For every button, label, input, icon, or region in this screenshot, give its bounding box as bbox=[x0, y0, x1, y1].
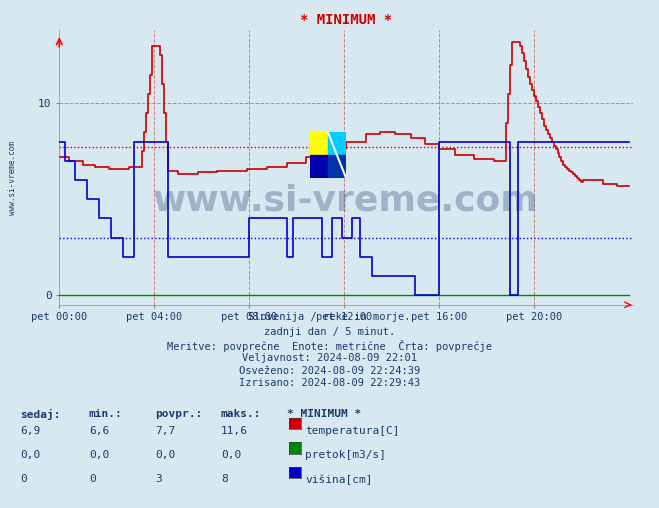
Text: 8: 8 bbox=[221, 474, 227, 485]
Text: 3: 3 bbox=[155, 474, 161, 485]
Text: 6,9: 6,9 bbox=[20, 426, 40, 436]
Text: 0: 0 bbox=[20, 474, 26, 485]
Bar bbox=[310, 155, 328, 178]
Text: * MINIMUM *: * MINIMUM * bbox=[287, 409, 361, 419]
Text: temperatura[C]: temperatura[C] bbox=[305, 426, 399, 436]
Text: 0: 0 bbox=[89, 474, 96, 485]
Title: * MINIMUM *: * MINIMUM * bbox=[300, 13, 392, 26]
Text: maks.:: maks.: bbox=[221, 409, 261, 419]
Bar bbox=[310, 132, 328, 155]
Text: 0,0: 0,0 bbox=[155, 450, 175, 460]
Text: www.si-vreme.com: www.si-vreme.com bbox=[8, 141, 17, 215]
Text: Izrisano: 2024-08-09 22:29:43: Izrisano: 2024-08-09 22:29:43 bbox=[239, 378, 420, 389]
Text: Slovenija / reke in morje.: Slovenija / reke in morje. bbox=[248, 312, 411, 323]
Text: sedaj:: sedaj: bbox=[20, 409, 60, 420]
Text: www.si-vreme.com: www.si-vreme.com bbox=[153, 183, 539, 217]
Text: zadnji dan / 5 minut.: zadnji dan / 5 minut. bbox=[264, 327, 395, 337]
Text: 0,0: 0,0 bbox=[89, 450, 109, 460]
Bar bbox=[328, 132, 346, 155]
Text: pretok[m3/s]: pretok[m3/s] bbox=[305, 450, 386, 460]
Text: Veljavnost: 2024-08-09 22:01: Veljavnost: 2024-08-09 22:01 bbox=[242, 353, 417, 363]
Text: Osveženo: 2024-08-09 22:24:39: Osveženo: 2024-08-09 22:24:39 bbox=[239, 366, 420, 376]
Text: min.:: min.: bbox=[89, 409, 123, 419]
Text: 6,6: 6,6 bbox=[89, 426, 109, 436]
Text: Meritve: povprečne  Enote: metrične  Črta: povprečje: Meritve: povprečne Enote: metrične Črta:… bbox=[167, 340, 492, 353]
Text: povpr.:: povpr.: bbox=[155, 409, 202, 419]
Bar bbox=[328, 155, 346, 178]
Text: 0,0: 0,0 bbox=[221, 450, 241, 460]
Text: 11,6: 11,6 bbox=[221, 426, 248, 436]
Text: višina[cm]: višina[cm] bbox=[305, 474, 372, 485]
Text: 0,0: 0,0 bbox=[20, 450, 40, 460]
Text: 7,7: 7,7 bbox=[155, 426, 175, 436]
